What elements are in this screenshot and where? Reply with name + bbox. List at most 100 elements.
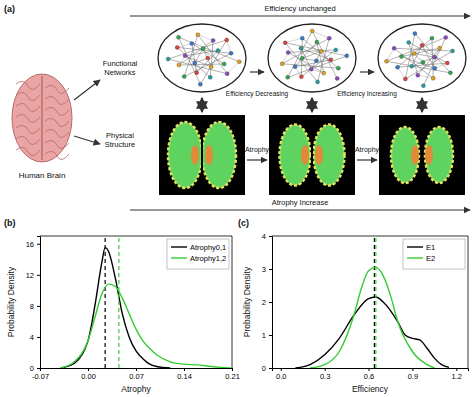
tick-mark [269, 335, 272, 336]
tick-label: 4 [30, 333, 34, 342]
tick-label: 0 [262, 364, 266, 373]
network-brain [378, 24, 466, 92]
plot-frame [272, 236, 468, 368]
mean-line [375, 236, 376, 368]
tick: 0 [30, 364, 40, 373]
figure: (a) Efficiency unchanged Human Brain Functi… [0, 0, 474, 397]
tick-label: -0.07 [32, 372, 49, 381]
tick-label: 0.3 [320, 372, 330, 381]
axis-title: Probability Density [6, 266, 16, 337]
step-label: Atrophy [245, 146, 270, 154]
step-arrow [247, 159, 267, 160]
tick-mark [37, 368, 40, 369]
tick-mark [325, 368, 326, 371]
tick-label: 4 [262, 232, 266, 241]
tick-label: 16 [26, 240, 34, 249]
axis-line [273, 369, 469, 372]
tick-label: 1.2 [452, 372, 462, 381]
structure-slice [269, 115, 355, 195]
tick-mark [37, 306, 40, 307]
tick-label: 12 [26, 271, 34, 280]
tick: 0.6 [364, 368, 374, 381]
legend: E1E2 [403, 239, 465, 269]
tick: 0.14 [177, 368, 192, 381]
mean-line [118, 236, 119, 368]
row-label: PhysicalStructure [105, 131, 135, 149]
tick-mark [456, 368, 457, 371]
tick-mark [269, 236, 272, 237]
panel-label: (c) [238, 218, 249, 228]
density-line [310, 267, 434, 368]
tick-label: 0.6 [364, 372, 374, 381]
source-label: Human Brain [19, 171, 66, 180]
tick: 0.9 [408, 368, 418, 381]
top-arrow [130, 15, 470, 16]
tick-mark [37, 244, 40, 245]
legend-swatch [171, 246, 187, 247]
axis-line [269, 237, 273, 369]
mean-line [105, 236, 106, 368]
tick: 4 [30, 333, 40, 342]
tick-mark [269, 269, 272, 270]
tick: 2 [262, 298, 272, 307]
tick-mark [369, 368, 370, 371]
label: Efficiency unchanged [264, 4, 335, 13]
tick: 4 [262, 232, 272, 241]
tick: -0.07 [32, 368, 49, 381]
step-arrow [360, 71, 374, 72]
tick-mark [88, 368, 89, 371]
tick-label: 1 [262, 331, 266, 340]
tick-label: 0.14 [177, 372, 192, 381]
tick: 0 [262, 364, 272, 373]
label: Atrophy Increase [272, 198, 329, 207]
plot-area [61, 236, 232, 368]
axis-line [37, 237, 41, 369]
branch-arrow [74, 80, 100, 100]
step-label: Atrophy [355, 146, 380, 154]
density-line [61, 284, 232, 368]
step-arrow [250, 71, 264, 72]
plot-area [295, 236, 449, 368]
panel-label: (b) [4, 218, 16, 228]
density-line [61, 248, 171, 368]
row-label: FunctionalNetworks [103, 59, 138, 77]
tick-mark [37, 337, 40, 338]
step-label: Efficiency Decreasing [226, 90, 289, 98]
tick: 0.07 [129, 368, 144, 381]
tick-label: 0.21 [225, 372, 240, 381]
tick-label: 2 [262, 298, 266, 307]
tick: 0.0 [276, 368, 286, 381]
tick-mark [269, 368, 272, 369]
tick-mark [281, 368, 282, 371]
tick: 16 [26, 240, 40, 249]
tick-label: 0.07 [129, 372, 144, 381]
tick-label: 0.9 [408, 372, 418, 381]
brain-icon [12, 74, 72, 162]
tick-mark [232, 368, 233, 371]
tick-mark [184, 368, 185, 371]
bottom-arrow [130, 209, 470, 210]
tick: 0.21 [225, 368, 240, 381]
x-axis: -0.07 0.00 0.07 0.14 0.21 [32, 368, 240, 381]
tick-label: 0.00 [81, 372, 96, 381]
tick: 1 [262, 331, 272, 340]
tick: 0.3 [320, 368, 330, 381]
tick-mark [269, 302, 272, 303]
link-arrow [311, 98, 313, 112]
panel-label: (a) [4, 4, 15, 14]
density-line [295, 297, 449, 368]
axis-title: Probability Density [242, 266, 252, 337]
legend-swatch [407, 246, 423, 247]
tick-mark [412, 368, 413, 371]
link-arrow [421, 98, 423, 112]
mean-line [374, 236, 375, 368]
structure-slice [379, 115, 465, 195]
legend: Atrophy0,1Atrophy1,2 [167, 239, 229, 269]
network-brain [268, 24, 356, 92]
chart: 0.00.30.60.91.201234E1E2 [262, 232, 469, 381]
axis-title: Efficiency [352, 384, 389, 394]
legend-entry: E2 [426, 254, 435, 263]
legend-entry: Atrophy0,1 [190, 243, 226, 252]
y-axis: 0 4 8 12 16 [26, 237, 41, 373]
tick: 8 [30, 302, 40, 311]
